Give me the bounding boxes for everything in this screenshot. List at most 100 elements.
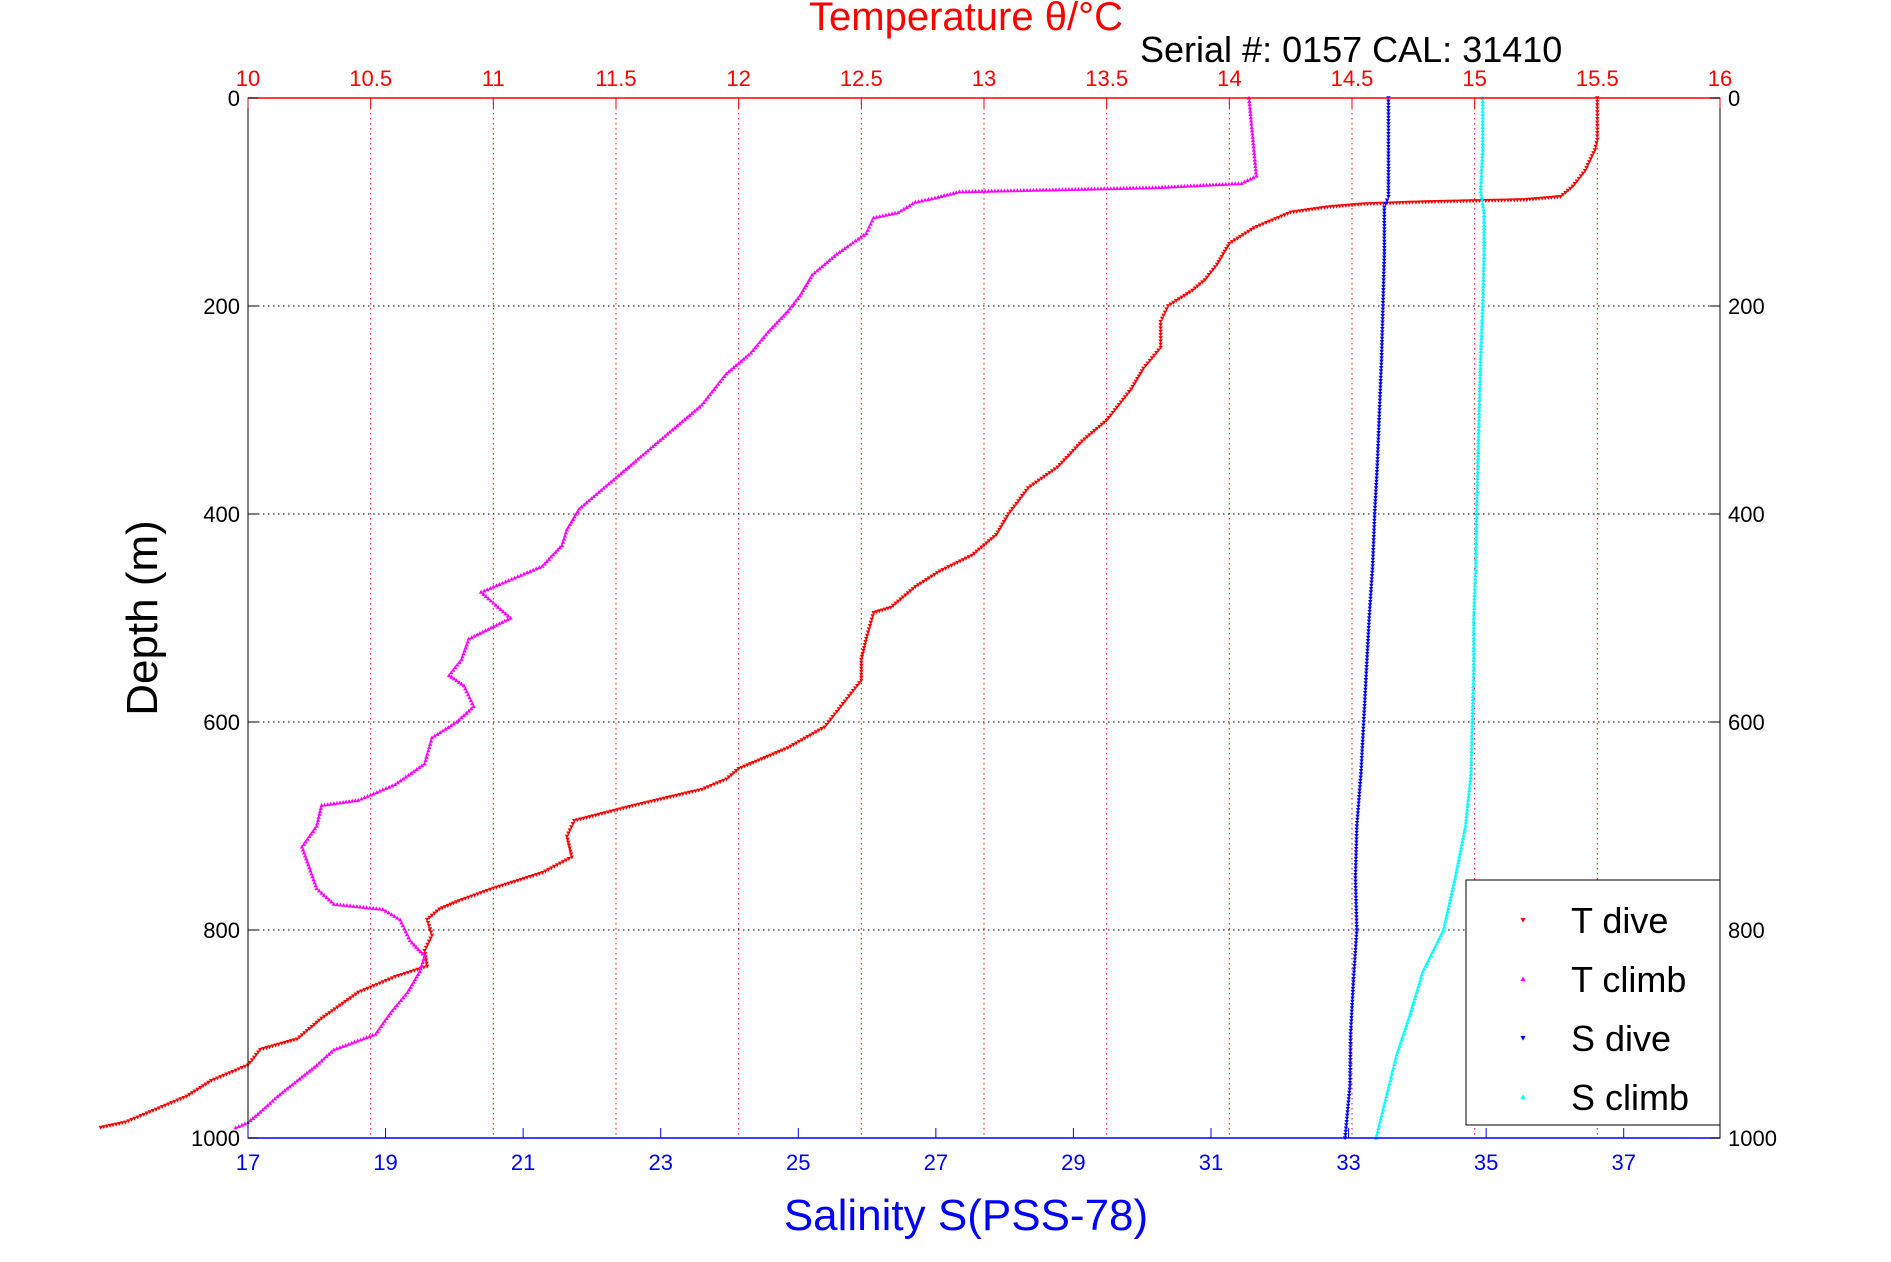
- data-point: [135, 1115, 140, 1120]
- data-point: [428, 936, 433, 941]
- data-point: [1337, 204, 1342, 209]
- data-point: [1353, 850, 1359, 855]
- data-point: [1476, 417, 1482, 422]
- legend-marker: [1520, 976, 1526, 982]
- data-point: [497, 582, 502, 586]
- data-point: [1466, 797, 1471, 802]
- data-point: [132, 1116, 137, 1121]
- data-point: [867, 624, 873, 628]
- data-point: [1374, 469, 1380, 474]
- data-point: [1467, 199, 1473, 204]
- data-point: [414, 974, 419, 979]
- data-point: [937, 569, 943, 574]
- data-point: [1361, 720, 1366, 725]
- data-point: [1480, 118, 1485, 123]
- data-point: [361, 1036, 366, 1041]
- data-point: [971, 551, 977, 556]
- data-point: [424, 754, 429, 759]
- data-point: [1445, 199, 1450, 204]
- data-point: [1370, 564, 1375, 569]
- data-point: [1252, 157, 1257, 162]
- data-point: [827, 258, 832, 262]
- data-point: [1291, 210, 1296, 215]
- data-point: [1349, 1019, 1354, 1024]
- data-point: [1478, 362, 1483, 367]
- data-point: [1325, 205, 1330, 210]
- data-point: [224, 1072, 229, 1077]
- data-point: [393, 782, 398, 787]
- data-point: [1595, 123, 1600, 128]
- data-point: [421, 956, 426, 961]
- data-point: [422, 949, 427, 953]
- data-point: [1089, 186, 1094, 191]
- data-point: [1248, 112, 1253, 117]
- data-point: [329, 1009, 335, 1014]
- data-point: [1208, 270, 1214, 275]
- data-point: [1370, 554, 1376, 559]
- data-point: [446, 673, 452, 677]
- data-point: [1250, 134, 1255, 139]
- data-point: [282, 1088, 287, 1093]
- data-point: [1366, 616, 1372, 621]
- data-point: [1469, 729, 1475, 734]
- data-point: [1471, 674, 1476, 679]
- data-point: [1344, 1116, 1350, 1121]
- data-point: [374, 790, 379, 794]
- data-point: [1493, 198, 1498, 203]
- data-point: [859, 663, 864, 668]
- data-point: [1467, 781, 1473, 786]
- data-point: [345, 998, 351, 1003]
- data-point: [1455, 863, 1460, 868]
- data-point: [338, 902, 343, 907]
- data-point: [1479, 170, 1484, 175]
- data-point: [1353, 856, 1359, 861]
- data-point: [711, 782, 717, 787]
- data-point: [1382, 1100, 1388, 1105]
- data-point: [1434, 941, 1439, 946]
- data-point: [1198, 183, 1203, 188]
- data-point: [1062, 458, 1067, 463]
- data-point: [1480, 287, 1486, 292]
- data-point: [424, 964, 430, 969]
- data-point: [1353, 885, 1358, 890]
- data-point: [1422, 966, 1427, 971]
- data-point: [1478, 352, 1483, 357]
- data-point: [361, 904, 366, 909]
- data-point: [865, 227, 870, 232]
- data-point: [1480, 125, 1485, 130]
- data-point: [860, 651, 865, 656]
- data-point: [343, 799, 349, 804]
- data-point: [1386, 154, 1391, 159]
- data-point: [819, 727, 824, 731]
- data-point: [1143, 364, 1148, 368]
- data-point: [1250, 138, 1256, 143]
- data-point: [1375, 460, 1380, 465]
- data-point: [1443, 918, 1448, 923]
- data-point: [1368, 596, 1373, 601]
- data-point: [1353, 882, 1358, 887]
- data-point: [551, 552, 556, 557]
- data-point: [324, 1054, 329, 1059]
- data-point: [910, 201, 915, 206]
- data-point: [548, 554, 554, 559]
- data-point: [709, 389, 715, 394]
- data-point: [684, 415, 690, 420]
- data-point: [932, 195, 938, 200]
- data-point: [1373, 486, 1379, 491]
- series-t-dive: [98, 96, 1600, 1130]
- data-point: [437, 907, 442, 912]
- data-point: [1469, 739, 1475, 744]
- data-point: [503, 579, 508, 584]
- data-point: [1473, 541, 1479, 546]
- data-point: [1225, 244, 1230, 249]
- data-point: [1359, 749, 1365, 754]
- data-point: [505, 613, 511, 618]
- data-point: [317, 811, 322, 816]
- data-point: [1355, 202, 1361, 207]
- data-point: [1463, 817, 1469, 822]
- data-point: [1377, 391, 1383, 396]
- data-point: [861, 232, 866, 237]
- data-point: [1347, 1084, 1353, 1089]
- data-point: [1479, 320, 1485, 325]
- data-point: [1481, 268, 1486, 273]
